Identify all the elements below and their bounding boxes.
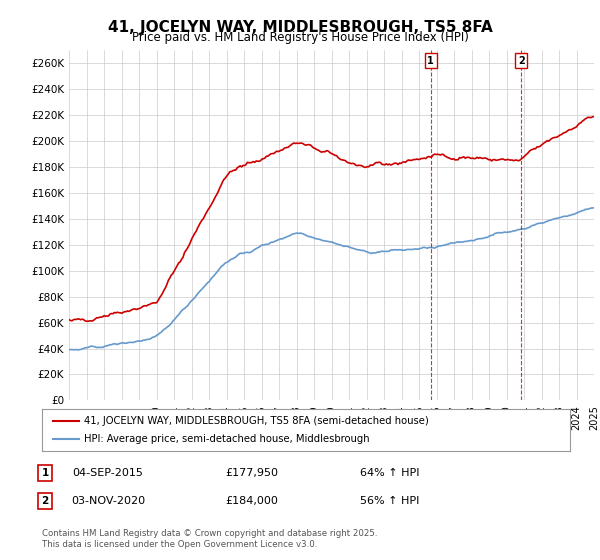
Text: £184,000: £184,000: [226, 496, 278, 506]
Text: 41, JOCELYN WAY, MIDDLESBROUGH, TS5 8FA: 41, JOCELYN WAY, MIDDLESBROUGH, TS5 8FA: [107, 20, 493, 35]
Text: 04-SEP-2015: 04-SEP-2015: [73, 468, 143, 478]
Text: 56% ↑ HPI: 56% ↑ HPI: [361, 496, 419, 506]
Text: 2: 2: [41, 496, 49, 506]
Text: Price paid vs. HM Land Registry's House Price Index (HPI): Price paid vs. HM Land Registry's House …: [131, 31, 469, 44]
Text: 64% ↑ HPI: 64% ↑ HPI: [360, 468, 420, 478]
Text: HPI: Average price, semi-detached house, Middlesbrough: HPI: Average price, semi-detached house,…: [84, 434, 370, 444]
Text: 2: 2: [518, 56, 524, 66]
Text: 1: 1: [41, 468, 49, 478]
Text: 1: 1: [427, 56, 434, 66]
Text: 41, JOCELYN WAY, MIDDLESBROUGH, TS5 8FA (semi-detached house): 41, JOCELYN WAY, MIDDLESBROUGH, TS5 8FA …: [84, 416, 429, 426]
Text: Contains HM Land Registry data © Crown copyright and database right 2025.
This d: Contains HM Land Registry data © Crown c…: [42, 529, 377, 549]
Text: £177,950: £177,950: [226, 468, 278, 478]
Text: 03-NOV-2020: 03-NOV-2020: [71, 496, 145, 506]
